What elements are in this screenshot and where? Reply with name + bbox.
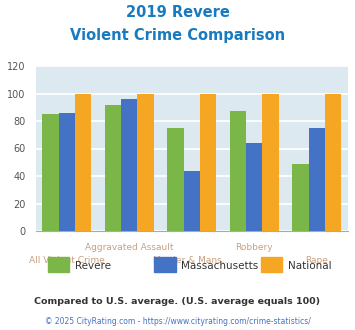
Text: All Violent Crime: All Violent Crime	[29, 256, 105, 265]
Text: Violent Crime Comparison: Violent Crime Comparison	[70, 28, 285, 43]
Text: Aggravated Assault: Aggravated Assault	[85, 244, 174, 252]
Bar	[184, 171, 200, 231]
Bar	[167, 128, 184, 231]
Text: 2019 Revere: 2019 Revere	[126, 5, 229, 20]
Bar	[59, 113, 75, 231]
Text: National: National	[288, 261, 331, 271]
Text: Rape: Rape	[305, 256, 328, 265]
Bar	[325, 93, 341, 231]
Bar	[105, 105, 121, 231]
Text: Massachusetts: Massachusetts	[181, 261, 258, 271]
Bar	[121, 99, 137, 231]
Bar	[200, 93, 216, 231]
Text: Murder & Mans...: Murder & Mans...	[153, 256, 230, 265]
Bar	[137, 93, 154, 231]
Bar	[75, 93, 91, 231]
Text: Compared to U.S. average. (U.S. average equals 100): Compared to U.S. average. (U.S. average …	[34, 297, 321, 306]
Text: Revere: Revere	[75, 261, 110, 271]
Bar	[230, 112, 246, 231]
Bar	[262, 93, 279, 231]
Bar	[292, 164, 308, 231]
Bar	[246, 143, 262, 231]
Text: © 2025 CityRating.com - https://www.cityrating.com/crime-statistics/: © 2025 CityRating.com - https://www.city…	[45, 317, 310, 326]
Text: Robbery: Robbery	[235, 244, 273, 252]
Bar	[42, 114, 59, 231]
Bar	[308, 128, 325, 231]
